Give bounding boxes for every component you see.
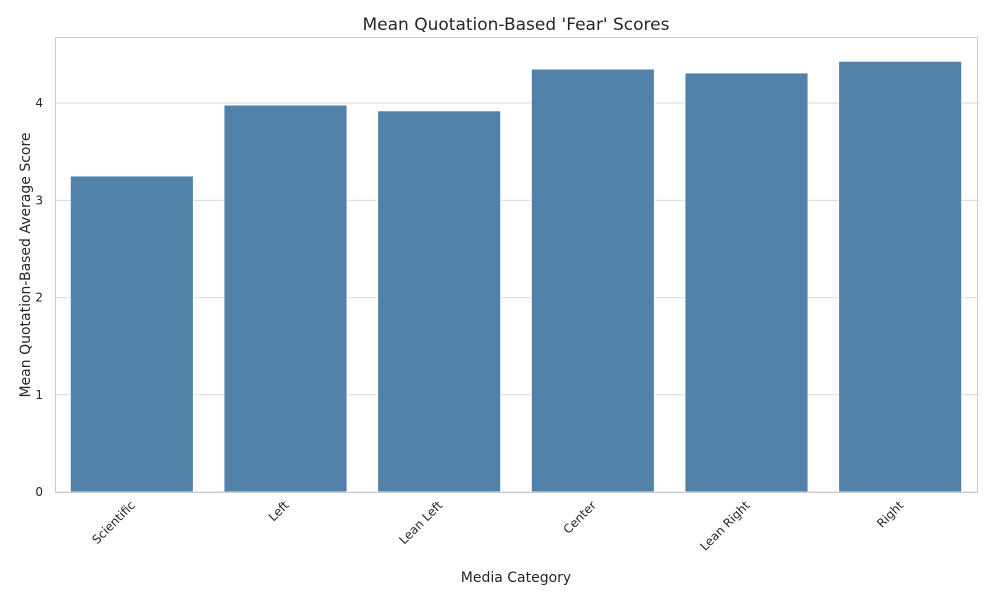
x-tick-label: Scientific — [89, 498, 138, 547]
y-tick-labels: 0 1 2 3 4 — [35, 96, 43, 499]
bars — [69, 60, 963, 493]
chart-title: Mean Quotation-Based 'Fear' Scores — [363, 15, 670, 35]
x-tick-label: Lean Left — [396, 498, 445, 547]
bar-lean-right — [684, 72, 809, 493]
y-tick-label: 3 — [35, 193, 43, 207]
bar-lean-left — [377, 110, 502, 493]
x-tick-label: Right — [874, 498, 906, 530]
y-tick-label: 0 — [35, 485, 43, 499]
x-tick-label: Left — [266, 498, 292, 524]
x-axis-label: Media Category — [461, 570, 571, 586]
bar-left — [223, 104, 348, 493]
x-tick-label: Lean Right — [697, 498, 753, 554]
y-tick-label: 1 — [35, 388, 43, 402]
y-tick-label: 2 — [35, 291, 43, 305]
bar-center — [530, 68, 655, 493]
y-tick-label: 4 — [35, 96, 43, 110]
y-axis-label: Mean Quotation-Based Average Score — [18, 132, 34, 397]
bar-scientific — [69, 175, 194, 493]
plot-frame — [55, 37, 978, 493]
x-tick-label: Center — [560, 498, 599, 537]
x-tick-labels: Scientific Left Lean Left Center Lean Right R… — [89, 498, 906, 554]
bar-right — [838, 60, 963, 493]
